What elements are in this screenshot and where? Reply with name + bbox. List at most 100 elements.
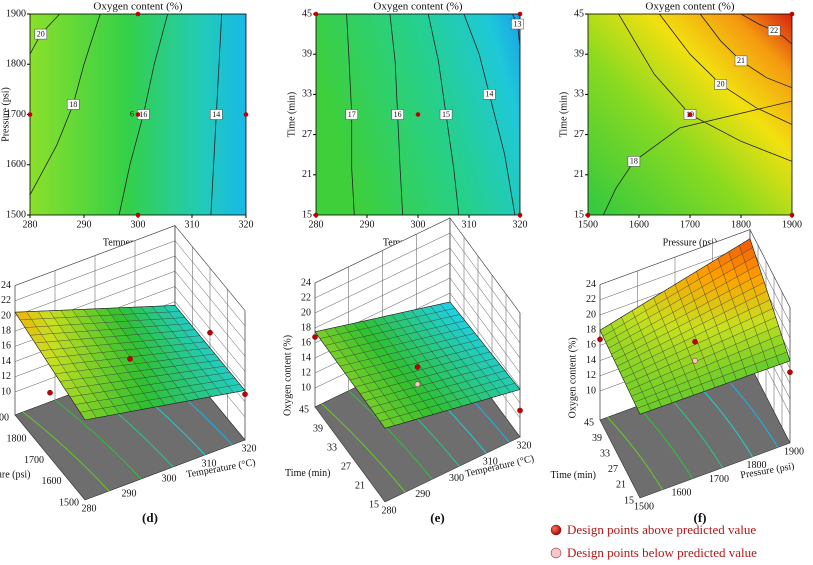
y-tick-label: 33 [327, 442, 337, 453]
design-point [135, 112, 141, 117]
y-axis-label: Time (min) [551, 470, 596, 481]
y-tick-label: 1900 [6, 8, 26, 19]
contour-label: 15 [442, 110, 450, 119]
contour-label: 14 [485, 90, 493, 99]
contour-label-box [714, 79, 727, 90]
y-tick-label: 15 [302, 209, 312, 220]
surface [599, 238, 791, 415]
y-tick-label: 21 [302, 169, 312, 180]
z-tick-label: 16 [586, 340, 596, 351]
legend-label: Design points above predicted value [567, 522, 756, 537]
x-tick-label: 280 [382, 505, 397, 516]
design-point [207, 329, 213, 336]
x-tick-label: 290 [122, 488, 137, 499]
x-tick-label: 290 [360, 219, 375, 230]
x-tick-label: 1500 [634, 501, 654, 512]
floor-contour [607, 416, 663, 491]
legend-marker [550, 524, 562, 536]
z-tick-label: 16 [1, 341, 11, 352]
design-point [517, 407, 523, 414]
z-axis-label: Oxygen content (%) [282, 335, 293, 416]
y-tick-label: 21 [355, 480, 365, 491]
z-tick-label: 22 [301, 292, 311, 303]
x-tick-label: 280 [82, 503, 97, 514]
panel-label: (e) [430, 510, 444, 525]
chart-title: Oxygen content (%) [645, 1, 735, 13]
y-tick-label: 33 [574, 89, 584, 100]
x-tick-label: 290 [77, 219, 92, 230]
design-point [135, 11, 141, 17]
x-tick-label: 300 [411, 219, 426, 230]
z-tick-label: 14 [301, 352, 311, 363]
contour-label: 20 [37, 29, 45, 38]
y-tick-label: 15 [624, 495, 634, 506]
z-tick-label: 20 [586, 309, 596, 320]
design-point [47, 389, 53, 396]
contour-label-box [439, 109, 453, 120]
legend-label: Design points below predicted value [567, 545, 757, 560]
design-point [692, 338, 698, 345]
y-tick-label: 1700 [24, 455, 44, 466]
contour-label-box [483, 89, 496, 100]
z-tick-label: 18 [1, 325, 11, 336]
contour-label: 21 [737, 56, 745, 65]
design-point [789, 212, 795, 218]
z-tick-label: 10 [1, 386, 11, 397]
floor-contour [22, 411, 110, 492]
y-axis-label: Time (min) [285, 468, 330, 479]
z-tick-label: 24 [301, 277, 311, 288]
z-tick-label: 16 [301, 337, 311, 348]
z-tick-label: 18 [301, 322, 311, 333]
y-tick-label: 1700 [6, 109, 26, 120]
y-tick-label: 45 [302, 8, 312, 19]
x-tick-label: 320 [242, 443, 257, 454]
x-tick-label: 1900 [784, 446, 804, 457]
design-point [414, 381, 421, 388]
y-tick-label: 33 [302, 89, 312, 100]
z-tick-label: 24 [1, 280, 11, 291]
y-tick-label: 45 [584, 417, 594, 428]
z-tick-label: 12 [301, 367, 311, 378]
design-point [313, 212, 319, 218]
x-tick-label: 1700 [709, 474, 729, 485]
panel-label: (d) [142, 510, 158, 525]
y-tick-label: 21 [616, 480, 626, 491]
y-axis-label: Time (min) [558, 92, 569, 137]
y-tick-label: 33 [600, 448, 610, 459]
y-tick-label: 1800 [7, 434, 27, 445]
chart-title: Oxygen content (%) [93, 1, 183, 13]
x-tick-label: 320 [513, 219, 528, 230]
design-point [517, 212, 523, 218]
contour-label: 18 [630, 157, 638, 166]
z-axis-label: Oxygen content (%) [567, 337, 578, 418]
x-tick-label: 280 [309, 219, 324, 230]
design-point [242, 391, 248, 398]
y-tick-label: 39 [592, 433, 602, 444]
contour-label: 16 [394, 110, 402, 119]
x-axis-label: Temperature (°C) [185, 457, 256, 480]
contour-label: 13 [513, 19, 521, 28]
x-tick-label: 1700 [680, 219, 700, 230]
panel-label: (f) [694, 510, 707, 525]
y-tick-label: 1500 [59, 497, 79, 508]
x-tick-label: 310 [185, 219, 200, 230]
contour-label: 14 [212, 110, 220, 119]
surface [14, 305, 246, 421]
x-tick-label: 1800 [731, 219, 751, 230]
legend-marker [550, 547, 562, 559]
contour-label-box [210, 109, 223, 120]
contour-label-box [66, 99, 80, 110]
y-axis-label: Pressure (psi) [0, 87, 11, 142]
x-tick-label: 290 [415, 489, 430, 500]
design-point [787, 369, 793, 376]
y-tick-label: 39 [574, 48, 584, 59]
y-tick-label: 27 [574, 129, 584, 140]
z-tick-label: 10 [586, 385, 596, 396]
x-tick-label: 1900 [782, 219, 802, 230]
design-point [585, 212, 591, 218]
y-tick-label: 1800 [6, 59, 26, 70]
floor-contour [54, 399, 142, 480]
design-point [127, 356, 133, 362]
design-point [27, 112, 33, 117]
contour-label-box [391, 109, 404, 120]
